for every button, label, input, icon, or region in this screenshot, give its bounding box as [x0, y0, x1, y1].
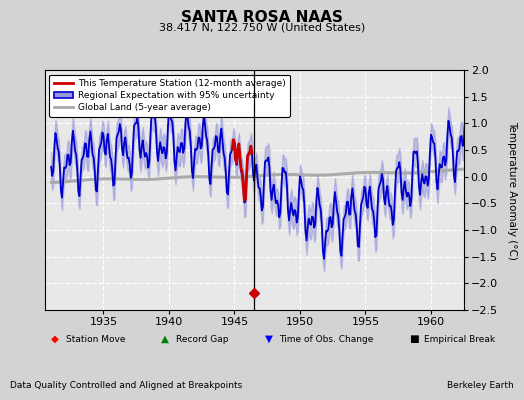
Text: 38.417 N, 122.750 W (United States): 38.417 N, 122.750 W (United States) — [159, 22, 365, 32]
Text: ▼: ▼ — [265, 334, 273, 344]
Text: Berkeley Earth: Berkeley Earth — [447, 381, 514, 390]
Text: ■: ■ — [409, 334, 419, 344]
Text: Station Move: Station Move — [66, 335, 125, 344]
Text: SANTA ROSA NAAS: SANTA ROSA NAAS — [181, 10, 343, 25]
Text: ▲: ▲ — [161, 334, 169, 344]
Y-axis label: Temperature Anomaly (°C): Temperature Anomaly (°C) — [507, 120, 517, 260]
Text: ◆: ◆ — [51, 334, 59, 344]
Text: Data Quality Controlled and Aligned at Breakpoints: Data Quality Controlled and Aligned at B… — [10, 381, 243, 390]
Legend: This Temperature Station (12-month average), Regional Expectation with 95% uncer: This Temperature Station (12-month avera… — [49, 74, 290, 117]
Text: Record Gap: Record Gap — [176, 335, 228, 344]
Text: Time of Obs. Change: Time of Obs. Change — [279, 335, 374, 344]
Text: Empirical Break: Empirical Break — [424, 335, 496, 344]
